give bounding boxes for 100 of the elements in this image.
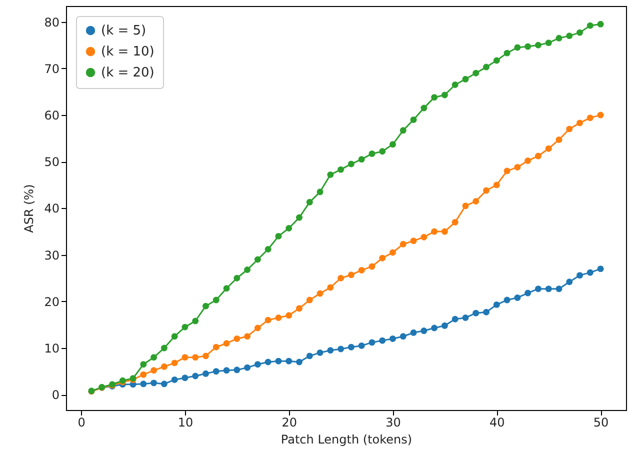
y-axis-title: ASR (%) (22, 184, 36, 233)
point (379, 254, 386, 262)
point (431, 324, 438, 332)
point (316, 349, 324, 356)
point (234, 366, 240, 374)
point (576, 272, 584, 279)
point (306, 198, 313, 206)
point (400, 240, 406, 248)
point (545, 145, 552, 152)
point (202, 370, 209, 377)
y-tick-label: 40 (44, 202, 60, 216)
point (316, 290, 324, 297)
point (420, 104, 428, 112)
point (514, 44, 521, 51)
point (192, 372, 199, 380)
point (400, 333, 406, 340)
point (493, 301, 500, 308)
point (254, 324, 261, 332)
point (514, 294, 521, 301)
point (223, 367, 230, 374)
point (171, 333, 178, 340)
point (275, 314, 282, 321)
point (493, 182, 500, 188)
point (160, 344, 168, 352)
point (379, 148, 386, 155)
point (171, 360, 178, 366)
point (338, 274, 344, 282)
legend-label: (k = 10) (101, 44, 154, 60)
point (212, 296, 220, 304)
point (286, 225, 292, 232)
y-tick-label: 30 (44, 248, 60, 262)
point (556, 34, 562, 42)
point (202, 302, 209, 310)
point (504, 168, 510, 174)
point (390, 335, 396, 342)
point (566, 278, 573, 286)
point (327, 347, 334, 354)
point (306, 296, 313, 304)
point (150, 354, 158, 361)
point (431, 228, 438, 235)
x-axis-title: Patch Length (tokens) (280, 432, 412, 446)
point (358, 266, 365, 274)
y-tick-label: 50 (44, 155, 60, 170)
point (296, 214, 302, 221)
point (223, 340, 230, 347)
point (348, 344, 354, 350)
point (576, 29, 584, 36)
legend-label: (k = 5) (101, 24, 146, 38)
point (338, 346, 344, 352)
point (264, 358, 272, 366)
point (586, 22, 594, 29)
point (254, 256, 261, 263)
y-tick-label: 20 (44, 294, 60, 309)
point (140, 361, 147, 368)
point (504, 296, 510, 304)
point (244, 266, 251, 273)
point (452, 316, 458, 322)
point (534, 42, 542, 48)
point (368, 263, 376, 270)
point (150, 380, 158, 386)
point (140, 371, 147, 378)
point (296, 305, 302, 312)
point (379, 337, 386, 344)
point (296, 358, 302, 366)
point (556, 286, 562, 292)
point (462, 314, 469, 321)
point (586, 269, 594, 276)
point (202, 352, 209, 360)
point (192, 354, 199, 361)
point (545, 40, 552, 46)
point (597, 112, 604, 118)
point (410, 238, 417, 244)
point (472, 70, 480, 76)
point (192, 318, 199, 324)
point (264, 316, 272, 324)
point (150, 367, 158, 374)
point (597, 20, 604, 28)
point (452, 82, 458, 88)
point (368, 150, 376, 157)
y-tick-label: 0 (52, 388, 60, 402)
point (420, 328, 428, 334)
point (244, 333, 251, 340)
point (441, 322, 448, 329)
x-tick-label: 50 (593, 416, 609, 430)
point (420, 234, 428, 240)
point (244, 364, 251, 371)
point (254, 361, 261, 368)
point (275, 232, 282, 240)
point (597, 266, 604, 272)
point (275, 358, 282, 364)
point (264, 246, 272, 252)
point (545, 286, 552, 292)
point (286, 312, 292, 319)
point (390, 249, 396, 256)
y-tick-label: 80 (44, 15, 60, 30)
point (576, 120, 584, 126)
point (441, 92, 448, 98)
x-tick-label: 20 (282, 416, 297, 430)
point (368, 339, 376, 346)
point (493, 57, 500, 64)
